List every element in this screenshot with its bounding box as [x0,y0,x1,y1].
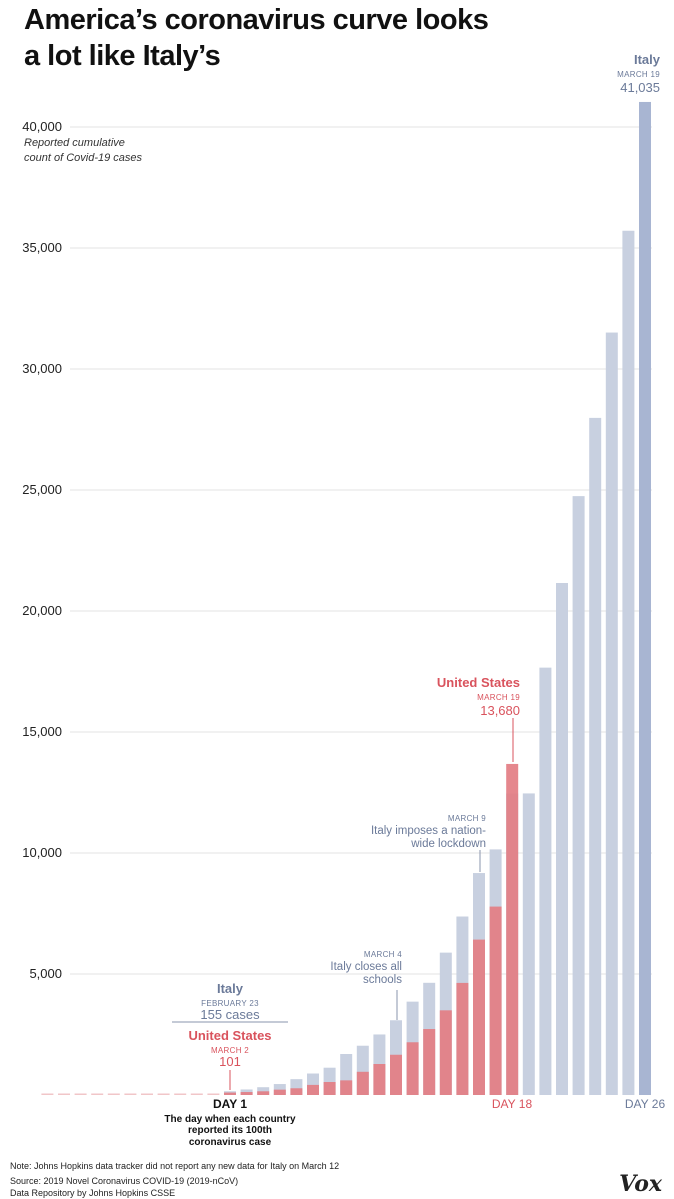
pre-day1-bar [157,1093,170,1095]
vox-logo: Vox [619,1171,662,1197]
pre-day1-bar [41,1093,54,1095]
italy-start-value: 155 cases [200,1007,260,1023]
italy-end-name: Italy [633,52,660,67]
italy-bar [589,417,602,1095]
us-bar [456,982,469,1095]
schools-annotation: MARCH 4 Italy closes all schools [300,950,402,988]
us-end-value: 13,680 [480,703,520,719]
y-tick-label: 20,000 [22,603,62,618]
italy-bar [257,1087,270,1095]
italy-bar [522,793,535,1095]
us-start-value: 101 [219,1054,241,1070]
us-bar [506,763,519,1095]
pre-day1-bar [107,1093,120,1095]
italy-bar [605,332,618,1095]
y-tick-label: 5,000 [29,966,62,981]
italy-start-date: FEBRUARY 23 [201,998,259,1008]
italy-bar [639,101,651,1095]
footer-source-1: Source: 2019 Novel Coronavirus COVID-19 … [10,1176,239,1186]
us-end-date: MARCH 19 [477,692,520,702]
italy-start-label: Italy FEBRUARY 23 155 cases [170,981,290,1023]
us-bar [307,1084,319,1095]
y-tick-label: 10,000 [22,845,62,860]
y-tick-label: 35,000 [22,240,62,255]
us-bar [373,1063,386,1095]
us-bar [240,1092,253,1095]
us-end-name: United States [436,675,520,690]
us-bar [356,1071,369,1095]
us-bar [406,1042,419,1095]
italy-bar [556,583,568,1095]
pre-day1-bar [190,1093,203,1095]
lockdown-line-1: Italy imposes a nation- [370,825,486,838]
lockdown-line-2: wide lockdown [411,838,486,851]
pre-day1-bar [174,1093,187,1095]
day26-tick: DAY 26 [624,1097,666,1111]
italy-bar [539,667,552,1095]
day18-tick: DAY 18 [491,1097,533,1111]
y-tick-label: 15,000 [22,724,62,739]
title-line-1: America’s coronavirus curve looks [24,4,489,36]
y-axis-label: Reported cumulative count of Covid-19 ca… [24,136,142,166]
us-bar [439,1010,452,1095]
title-line-2: a lot like Italy’s [24,40,221,72]
lockdown-date: MARCH 9 [447,814,486,823]
y-axis-label-line-1: Reported cumulative [24,137,125,149]
us-bar [340,1080,353,1095]
y-tick-label: 40,000 [22,119,62,134]
pre-day1-bar [207,1093,220,1095]
day1-label: DAY 1 The day when each country reported… [150,1097,310,1148]
footer-source-2: Data Repository by Johns Hopkins CSSE [10,1188,176,1198]
italy-end-date: MARCH 19 [617,69,660,79]
y-tick-label: 25,000 [22,482,62,497]
italy-bar [622,230,635,1095]
italy-end-label: Italy MARCH 19 41,035 [590,52,660,96]
us-bar [224,1092,236,1095]
schools-date: MARCH 4 [363,950,402,959]
us-bar [489,906,502,1095]
us-start-name: United States [188,1028,272,1043]
us-bar [323,1082,336,1095]
y-tick-label: 30,000 [22,361,62,376]
day1-desc-1: The day when each country [164,1113,296,1125]
pre-day1-bar [141,1093,153,1095]
day1-desc-3: coronavirus case [188,1136,272,1148]
us-end-label: United States MARCH 19 13,680 [420,675,520,719]
schools-line-2: schools [363,974,402,987]
chart-title: America’s coronavirus curve looks a lot … [24,2,489,74]
us-bar [273,1089,286,1095]
pre-day1-bar [74,1093,87,1095]
pre-day1-bar [124,1093,137,1095]
us-bar [390,1054,402,1095]
footer: Note: Johns Hopkins data tracker did not… [10,1160,339,1199]
schools-line-1: Italy closes all [330,961,402,974]
italy-start-name: Italy [216,981,243,996]
footer-note: Note: Johns Hopkins data tracker did not… [10,1161,340,1171]
day1-desc-2: reported its 100th [188,1125,272,1137]
y-axis-label-line-2: count of Covid-19 cases [24,152,143,164]
pre-day1-bar [58,1093,70,1095]
us-bar [290,1088,303,1095]
italy-bar [273,1084,286,1095]
us-bar [473,939,485,1095]
lockdown-annotation: MARCH 9 Italy imposes a nation- wide loc… [340,814,486,852]
pre-day1-bar [91,1093,104,1095]
us-bar [423,1029,436,1095]
us-start-date: MARCH 2 [210,1045,250,1055]
day1-tick: DAY 1 [212,1097,248,1111]
italy-end-value: 41,035 [620,80,660,96]
us-start-label: United States MARCH 2 101 [170,1028,290,1070]
italy-bar [572,496,585,1096]
us-bar [257,1091,270,1095]
